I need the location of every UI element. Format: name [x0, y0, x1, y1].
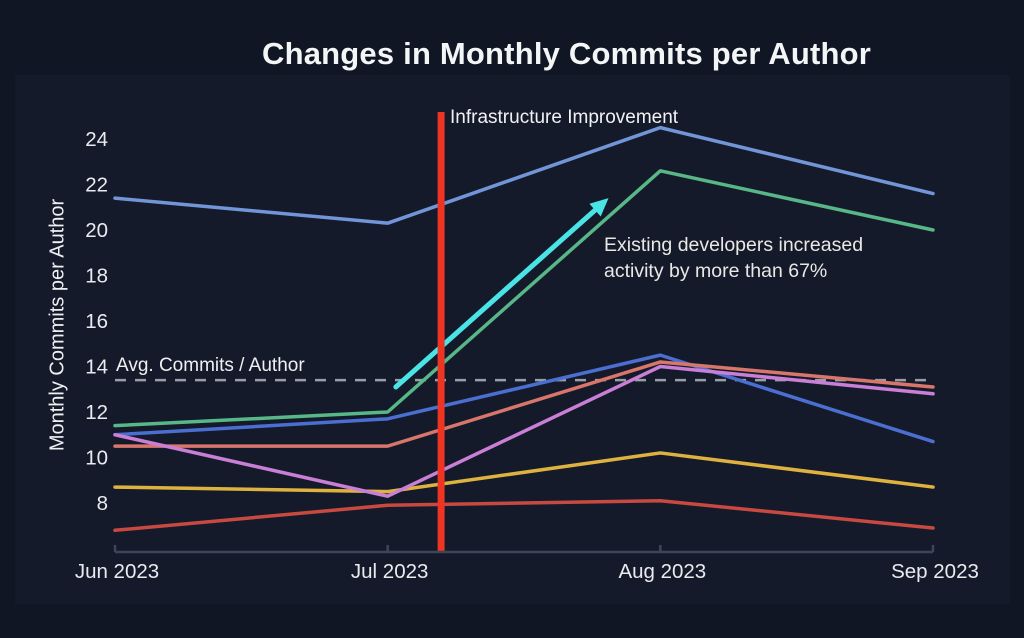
green-line	[113, 169, 935, 428]
y-tick-label: 22	[85, 174, 108, 197]
annotation-arrow-shaft	[393, 204, 601, 390]
avg-line-label: Avg. Commits / Author	[116, 355, 305, 376]
annotation-arrow-head-icon	[589, 198, 609, 217]
royal-blue-line	[113, 353, 935, 444]
infrastructure-vline-label: Infrastructure Improvement	[450, 107, 679, 128]
y-tick-label: 18	[85, 265, 108, 288]
annotation-text: Existing developers increased activity b…	[604, 234, 864, 282]
y-tick-label: 8	[97, 492, 108, 515]
x-tick-label: Jun 2023	[75, 560, 159, 583]
y-tick-label: 20	[85, 219, 108, 242]
x-tick-label: Sep 2023	[891, 560, 979, 583]
x-tick-label: Aug 2023	[618, 560, 706, 583]
yellow-line	[113, 451, 935, 494]
salmon-line	[113, 360, 935, 448]
y-tick-label: 10	[85, 447, 108, 470]
red-line	[113, 498, 935, 533]
chart-panel-background	[15, 75, 1010, 604]
y-tick-label: 16	[85, 310, 108, 333]
y-tick-label: 24	[85, 128, 108, 151]
x-tick-label: Jul 2023	[351, 560, 429, 583]
chart-title: Changes in Monthly Commits per Author	[262, 36, 872, 71]
y-axis-label: Monthly Commits per Author	[46, 198, 69, 452]
y-tick-label: 12	[85, 401, 108, 424]
light-blue-line	[113, 125, 935, 225]
y-tick-label: 14	[85, 356, 108, 379]
orchid-line	[113, 364, 935, 498]
